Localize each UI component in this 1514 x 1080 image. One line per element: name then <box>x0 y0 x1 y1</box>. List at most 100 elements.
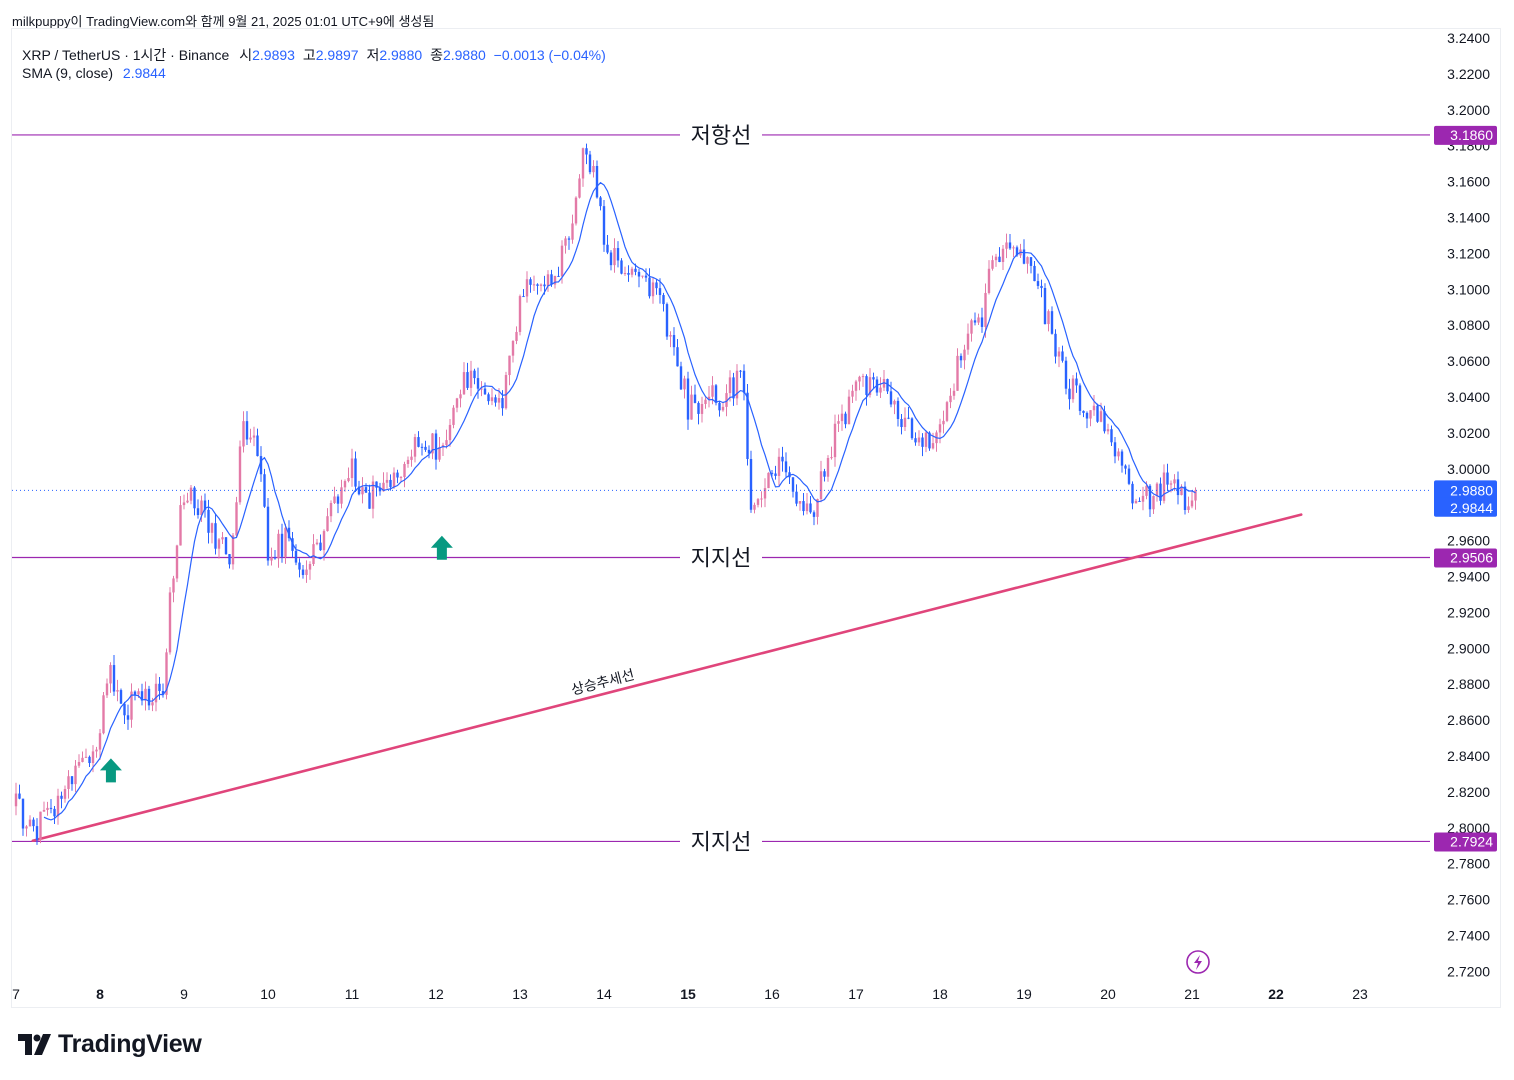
symbol-legend[interactable]: XRP / TetherUS · 1시간 · Binance 시2.9893 고… <box>22 45 606 65</box>
candle-body-337 <box>1194 490 1197 501</box>
candle-body-292 <box>1036 281 1040 286</box>
candle-291 <box>1033 260 1036 282</box>
candle-body-256 <box>910 418 914 439</box>
candle-8 <box>42 801 46 812</box>
candle-body-187 <box>669 335 672 337</box>
candle-body-257 <box>914 438 917 443</box>
candle-67 <box>249 428 252 443</box>
lightning-icon[interactable] <box>1186 950 1210 974</box>
candle-316 <box>1120 449 1124 473</box>
candle-body-281 <box>998 256 1001 263</box>
x-tick-label-10: 17 <box>848 986 864 1002</box>
candle-259 <box>921 433 924 457</box>
candle-105 <box>382 472 385 492</box>
candle-body-98 <box>357 486 361 495</box>
sma-legend[interactable]: SMA (9, close) 2.9844 <box>22 65 166 81</box>
candle-294 <box>1043 283 1047 325</box>
candle-body-294 <box>1043 287 1047 325</box>
candle-body-275 <box>977 317 980 323</box>
candle-body-298 <box>1057 351 1061 357</box>
candle-body-212 <box>756 499 760 505</box>
candle-274 <box>973 312 977 326</box>
candle-31 <box>123 701 126 724</box>
candle-106 <box>385 472 389 489</box>
candle-body-150 <box>539 284 543 286</box>
candle-body-204 <box>728 377 732 394</box>
candle-112 <box>406 456 410 468</box>
candle-272 <box>966 323 970 355</box>
candle-body-301 <box>1068 388 1071 400</box>
arrow-up-icon-1[interactable] <box>430 535 453 560</box>
candle-131 <box>473 368 476 385</box>
candle-268 <box>952 383 956 400</box>
candle-194 <box>693 384 697 404</box>
candle-193 <box>690 385 693 420</box>
candle-body-93 <box>340 487 343 504</box>
candle-body-2 <box>21 798 25 829</box>
y-tick-label-22: 2.8000 <box>1447 820 1490 836</box>
close-value: 2.9880 <box>442 47 486 63</box>
candle-body-152 <box>546 274 550 287</box>
candle-body-196 <box>700 404 704 414</box>
candle-14 <box>63 785 67 803</box>
candle-33 <box>130 683 133 728</box>
candle-144 <box>518 294 522 336</box>
candle-73 <box>270 547 273 566</box>
candle-body-214 <box>763 488 767 499</box>
candle-body-135 <box>487 394 490 402</box>
candle-body-271 <box>963 349 966 361</box>
candle-body-128 <box>462 372 466 395</box>
candle-body-223 <box>795 491 798 504</box>
candle-body-140 <box>504 375 508 409</box>
candle-92 <box>336 494 340 514</box>
candle-252 <box>896 397 900 427</box>
candle-body-51 <box>193 487 196 509</box>
candle-158 <box>567 236 571 250</box>
candle-337 <box>1194 487 1197 510</box>
candle-body-249 <box>886 379 889 392</box>
candle-335 <box>1187 496 1190 513</box>
candle-227 <box>809 496 812 514</box>
candle-211 <box>753 502 756 514</box>
candle-body-334 <box>1183 486 1187 510</box>
tradingview-logo[interactable]: TradingView <box>18 1030 202 1059</box>
candle-body-131 <box>473 370 476 379</box>
x-tick-label-16: 23 <box>1352 986 1368 1002</box>
candle-body-53 <box>200 500 203 516</box>
y-tick-label-2: 3.2000 <box>1447 102 1490 118</box>
candle-body-255 <box>907 417 910 419</box>
candle-42 <box>161 683 165 698</box>
y-tick-label-17: 2.9000 <box>1447 640 1490 656</box>
candle-body-36 <box>140 691 144 701</box>
candle-164 <box>588 150 592 175</box>
candle-88 <box>322 529 326 561</box>
candle-58 <box>217 537 221 559</box>
candle-body-60 <box>224 537 228 555</box>
candle-84 <box>308 561 312 580</box>
candle-78 <box>287 520 291 542</box>
candle-238 <box>847 389 851 425</box>
candle-192 <box>686 371 690 430</box>
candle-body-74 <box>273 557 277 559</box>
candle-143 <box>515 326 518 345</box>
time-axis[interactable]: 7 8 9 10 11 12 13 14 15 16 17 18 19 20 21 22 23 <box>12 986 1368 1002</box>
candle-body-77 <box>284 527 287 557</box>
arrow-up-icon-0[interactable] <box>99 758 122 783</box>
candle-body-333 <box>1180 486 1183 496</box>
sma-line[interactable] <box>43 181 1196 821</box>
candle-296 <box>1050 306 1054 335</box>
candle-body-276 <box>980 317 984 327</box>
candle-23 <box>95 746 98 758</box>
candle-body-121 <box>438 447 441 460</box>
candle-body-18 <box>77 762 81 766</box>
candle-body-278 <box>987 268 991 293</box>
candle-body-260 <box>924 432 928 447</box>
candle-body-88 <box>322 531 326 551</box>
candle-body-199 <box>711 385 714 397</box>
trendline[interactable] <box>31 513 1303 843</box>
candle-body-46 <box>175 545 179 579</box>
candle-body-259 <box>921 437 924 447</box>
candle-101 <box>368 484 371 509</box>
candle-body-142 <box>511 340 515 356</box>
